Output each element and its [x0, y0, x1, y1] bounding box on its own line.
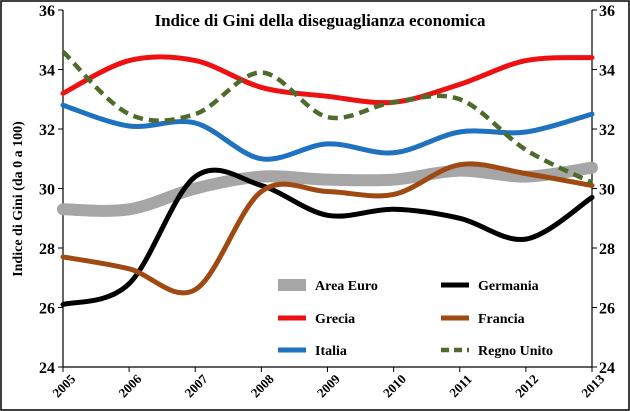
data-point-germania — [393, 209, 394, 210]
data-point-germania — [459, 218, 460, 219]
data-point-italia — [261, 158, 262, 159]
data-point-francia — [327, 191, 328, 192]
data-point-germania — [327, 215, 328, 216]
data-point-regno-unito — [525, 149, 526, 150]
y-tick-label-right: 32 — [599, 122, 615, 139]
data-point-area-euro — [592, 167, 593, 168]
data-point-italia — [63, 105, 64, 106]
data-point-italia — [195, 123, 196, 124]
y-tick-label-left: 28 — [39, 241, 55, 258]
data-point-italia — [129, 126, 130, 127]
data-point-francia — [459, 164, 460, 165]
data-point-regno-unito — [63, 51, 64, 52]
data-point-francia — [63, 256, 64, 257]
data-point-grecia — [592, 57, 593, 58]
y-tick-label-left: 24 — [39, 360, 55, 377]
legend: Area Euro Germania Grecia Francia Italia Regn… — [278, 279, 553, 359]
data-point-area-euro — [195, 188, 196, 189]
data-point-italia — [393, 152, 394, 153]
legend-label-area-euro: Area Euro — [315, 279, 378, 294]
data-point-area-euro — [261, 176, 262, 177]
data-point-francia — [592, 185, 593, 186]
data-point-area-euro — [129, 209, 130, 210]
series-line-germania — [60, 167, 595, 307]
data-point-germania — [129, 283, 130, 284]
data-point-area-euro — [63, 209, 64, 210]
chart-title: Indice di Gini della diseguaglianza econ… — [154, 11, 486, 30]
y-tick-label-left: 32 — [39, 122, 55, 139]
y-tick-label-right: 24 — [599, 360, 615, 377]
y-tick-label-left: 26 — [39, 301, 55, 318]
y-tick-label-left: 36 — [39, 3, 55, 20]
legend-label-regno-unito: Regno Unito — [478, 344, 553, 359]
y-tick-label-right: 36 — [599, 3, 615, 20]
legend-label-grecia: Grecia — [315, 312, 355, 327]
data-point-grecia — [459, 84, 460, 85]
data-point-regno-unito — [459, 99, 460, 100]
data-point-italia — [592, 114, 593, 115]
data-point-regno-unito — [129, 114, 130, 115]
y-axis-label: Indice di Gini (da 0 a 100) — [11, 121, 26, 277]
data-point-area-euro — [459, 170, 460, 171]
data-point-germania — [261, 185, 262, 186]
data-point-italia — [525, 131, 526, 132]
data-point-grecia — [195, 60, 196, 61]
data-point-grecia — [63, 93, 64, 94]
legend-label-italia: Italia — [315, 344, 347, 359]
data-point-germania — [525, 239, 526, 240]
data-point-regno-unito — [327, 117, 328, 118]
y-tick-label-right: 28 — [599, 241, 615, 258]
data-point-regno-unito — [261, 72, 262, 73]
legend-label-francia: Francia — [478, 312, 525, 327]
data-point-grecia — [525, 60, 526, 61]
series-line-francia — [60, 161, 595, 296]
data-point-francia — [525, 173, 526, 174]
y-tick-label-right: 26 — [599, 301, 615, 318]
data-point-regno-unito — [393, 102, 394, 103]
data-point-area-euro — [525, 176, 526, 177]
data-point-grecia — [261, 87, 262, 88]
data-point-italia — [327, 143, 328, 144]
data-point-germania — [195, 176, 196, 177]
data-point-grecia — [129, 60, 130, 61]
legend-label-germania: Germania — [478, 279, 539, 294]
data-point-francia — [261, 191, 262, 192]
data-point-germania — [592, 197, 593, 198]
data-point-regno-unito — [195, 114, 196, 115]
y-tick-label-left: 34 — [39, 63, 55, 80]
data-point-grecia — [327, 96, 328, 97]
data-point-francia — [129, 268, 130, 269]
data-point-regno-unito — [592, 182, 593, 183]
series-line-grecia — [60, 54, 595, 106]
data-point-germania — [63, 304, 64, 305]
data-point-area-euro — [393, 179, 394, 180]
data-point-area-euro — [327, 179, 328, 180]
y-tick-label-right: 30 — [599, 182, 615, 199]
y-tick-label-left: 30 — [39, 182, 55, 199]
y-tick-label-right: 34 — [599, 63, 615, 80]
series-layer — [57, 49, 598, 307]
data-point-francia — [195, 289, 196, 290]
data-point-italia — [459, 131, 460, 132]
series-line-area-euro — [57, 161, 598, 217]
data-point-francia — [393, 194, 394, 195]
